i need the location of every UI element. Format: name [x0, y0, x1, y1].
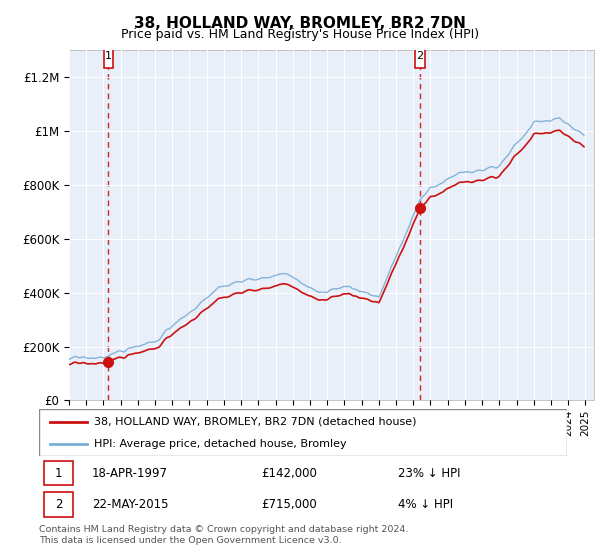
FancyBboxPatch shape	[39, 409, 567, 456]
Text: 2: 2	[55, 498, 62, 511]
Text: 38, HOLLAND WAY, BROMLEY, BR2 7DN: 38, HOLLAND WAY, BROMLEY, BR2 7DN	[134, 16, 466, 31]
Text: Contains HM Land Registry data © Crown copyright and database right 2024.
This d: Contains HM Land Registry data © Crown c…	[39, 525, 409, 545]
Text: 18-APR-1997: 18-APR-1997	[92, 466, 168, 480]
Text: 38, HOLLAND WAY, BROMLEY, BR2 7DN (detached house): 38, HOLLAND WAY, BROMLEY, BR2 7DN (detac…	[94, 417, 417, 427]
Text: 22-MAY-2015: 22-MAY-2015	[92, 498, 168, 511]
Text: 1: 1	[105, 51, 112, 61]
Text: 2: 2	[416, 51, 424, 61]
Text: 23% ↓ HPI: 23% ↓ HPI	[398, 466, 461, 480]
Text: 1: 1	[55, 466, 62, 480]
Text: HPI: Average price, detached house, Bromley: HPI: Average price, detached house, Brom…	[94, 438, 347, 449]
Text: Price paid vs. HM Land Registry's House Price Index (HPI): Price paid vs. HM Land Registry's House …	[121, 28, 479, 41]
Text: £715,000: £715,000	[261, 498, 317, 511]
FancyBboxPatch shape	[44, 492, 73, 517]
FancyBboxPatch shape	[104, 44, 113, 68]
Text: 4% ↓ HPI: 4% ↓ HPI	[398, 498, 453, 511]
FancyBboxPatch shape	[415, 44, 425, 68]
Text: £142,000: £142,000	[261, 466, 317, 480]
FancyBboxPatch shape	[44, 461, 73, 486]
